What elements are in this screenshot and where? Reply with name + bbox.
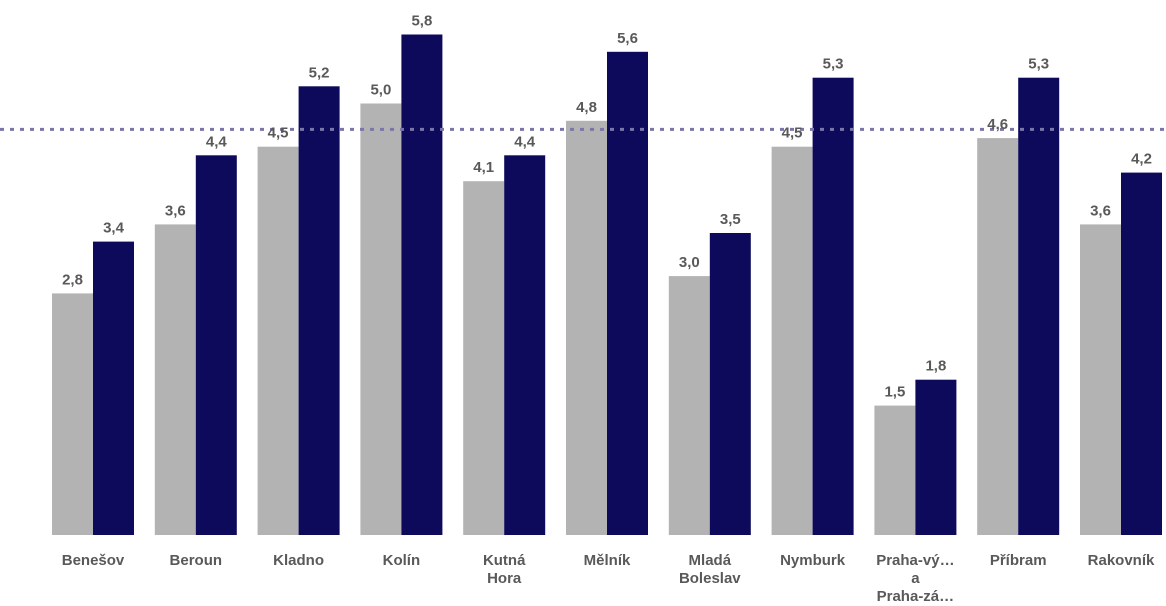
bar-series2-1	[195, 155, 237, 536]
data-label-series1-10: 3,6	[1090, 202, 1111, 219]
data-label-series1-1: 3,6	[165, 202, 186, 219]
category-label-line: Kladno	[273, 552, 324, 569]
bar-series1-3	[360, 103, 402, 535]
bar-series1-8	[874, 405, 916, 535]
bar-series2-6	[709, 233, 751, 535]
category-label-1: Beroun	[170, 552, 223, 569]
data-label-series2-6: 3,5	[720, 211, 741, 228]
data-label-series1-2: 4,5	[268, 125, 289, 142]
data-label-series1-8: 1,5	[884, 384, 905, 401]
bar-series1-7	[771, 146, 813, 535]
category-label-line: Kolín	[383, 552, 421, 569]
category-label-2: Kladno	[273, 552, 324, 569]
category-label-8: Praha-vý… a Praha-zá…	[876, 552, 954, 605]
bar-series2-2	[298, 86, 340, 536]
category-label-4: Kutná Hora	[483, 552, 526, 587]
data-label-series2-10: 4,2	[1131, 151, 1152, 168]
category-labels-layer: Benešov Beroun Kladno Kolín Kutná Hora Mělník M…	[62, 552, 1155, 605]
category-label-9: Příbram	[990, 552, 1047, 569]
data-label-series2-9: 5,3	[1028, 56, 1049, 73]
bar-series1-0	[52, 293, 93, 535]
bar-series2-9	[1018, 77, 1060, 535]
data-label-series2-8: 1,8	[925, 358, 946, 375]
category-label-line: Praha-vý…	[876, 552, 954, 569]
value-labels-layer: 2,8 3,4 3,6 4,4 4,5 5,2 5,0 5,8 4,1 4,4 4,8 5,6 3,0 3…	[62, 13, 1152, 401]
data-label-series2-1: 4,4	[206, 133, 228, 150]
bar-series2-3	[401, 34, 443, 535]
data-label-series1-5: 4,8	[576, 99, 597, 116]
bar-series1-2	[257, 146, 299, 535]
data-label-series2-4: 4,4	[514, 133, 536, 150]
category-label-line: Kutná	[483, 552, 526, 569]
bar-series2-5	[607, 51, 648, 536]
data-label-series2-2: 5,2	[309, 64, 330, 81]
category-label-10: Rakovník	[1088, 552, 1155, 569]
bar-series2-10	[1121, 172, 1162, 535]
data-label-series2-0: 3,4	[103, 220, 125, 237]
category-label-line: Příbram	[990, 552, 1047, 569]
category-label-line: Mělník	[584, 552, 631, 569]
bar-series1-6	[668, 276, 710, 535]
category-label-line: Praha-zá…	[877, 588, 955, 605]
data-label-series2-5: 5,6	[617, 30, 638, 47]
category-label-line: Benešov	[62, 552, 125, 569]
data-label-series1-3: 5,0	[370, 82, 391, 99]
category-label-line: Hora	[487, 570, 522, 587]
category-label-6: Mladá Boleslav	[679, 552, 741, 587]
bar-series1-5	[566, 120, 607, 536]
bar-series2-0	[93, 241, 134, 535]
category-label-line: Boleslav	[679, 570, 741, 587]
data-label-series2-7: 5,3	[823, 56, 844, 73]
category-label-5: Mělník	[584, 552, 631, 569]
bar-series1-1	[154, 224, 196, 535]
bar-series2-8	[915, 379, 957, 535]
bars-layer	[52, 34, 1162, 536]
category-label-line: Mladá	[689, 552, 732, 569]
category-label-line: a	[911, 570, 920, 587]
data-label-series1-9: 4,6	[987, 116, 1008, 133]
category-label-7: Nymburk	[780, 552, 846, 569]
data-label-series1-4: 4,1	[473, 159, 494, 176]
bar-series2-7	[812, 77, 854, 535]
category-label-3: Kolín	[383, 552, 421, 569]
bar-series2-4	[504, 155, 546, 536]
data-label-series1-0: 2,8	[62, 271, 83, 288]
category-label-line: Rakovník	[1088, 552, 1155, 569]
category-label-line: Nymburk	[780, 552, 846, 569]
bar-series1-9	[977, 138, 1019, 535]
bar-series1-4	[463, 181, 505, 535]
data-label-series1-7: 4,5	[782, 125, 803, 142]
category-label-line: Beroun	[170, 552, 223, 569]
bar-series1-10	[1080, 224, 1121, 535]
data-label-series2-3: 5,8	[411, 13, 432, 30]
category-label-0: Benešov	[62, 552, 125, 569]
data-label-series1-6: 3,0	[679, 254, 700, 271]
